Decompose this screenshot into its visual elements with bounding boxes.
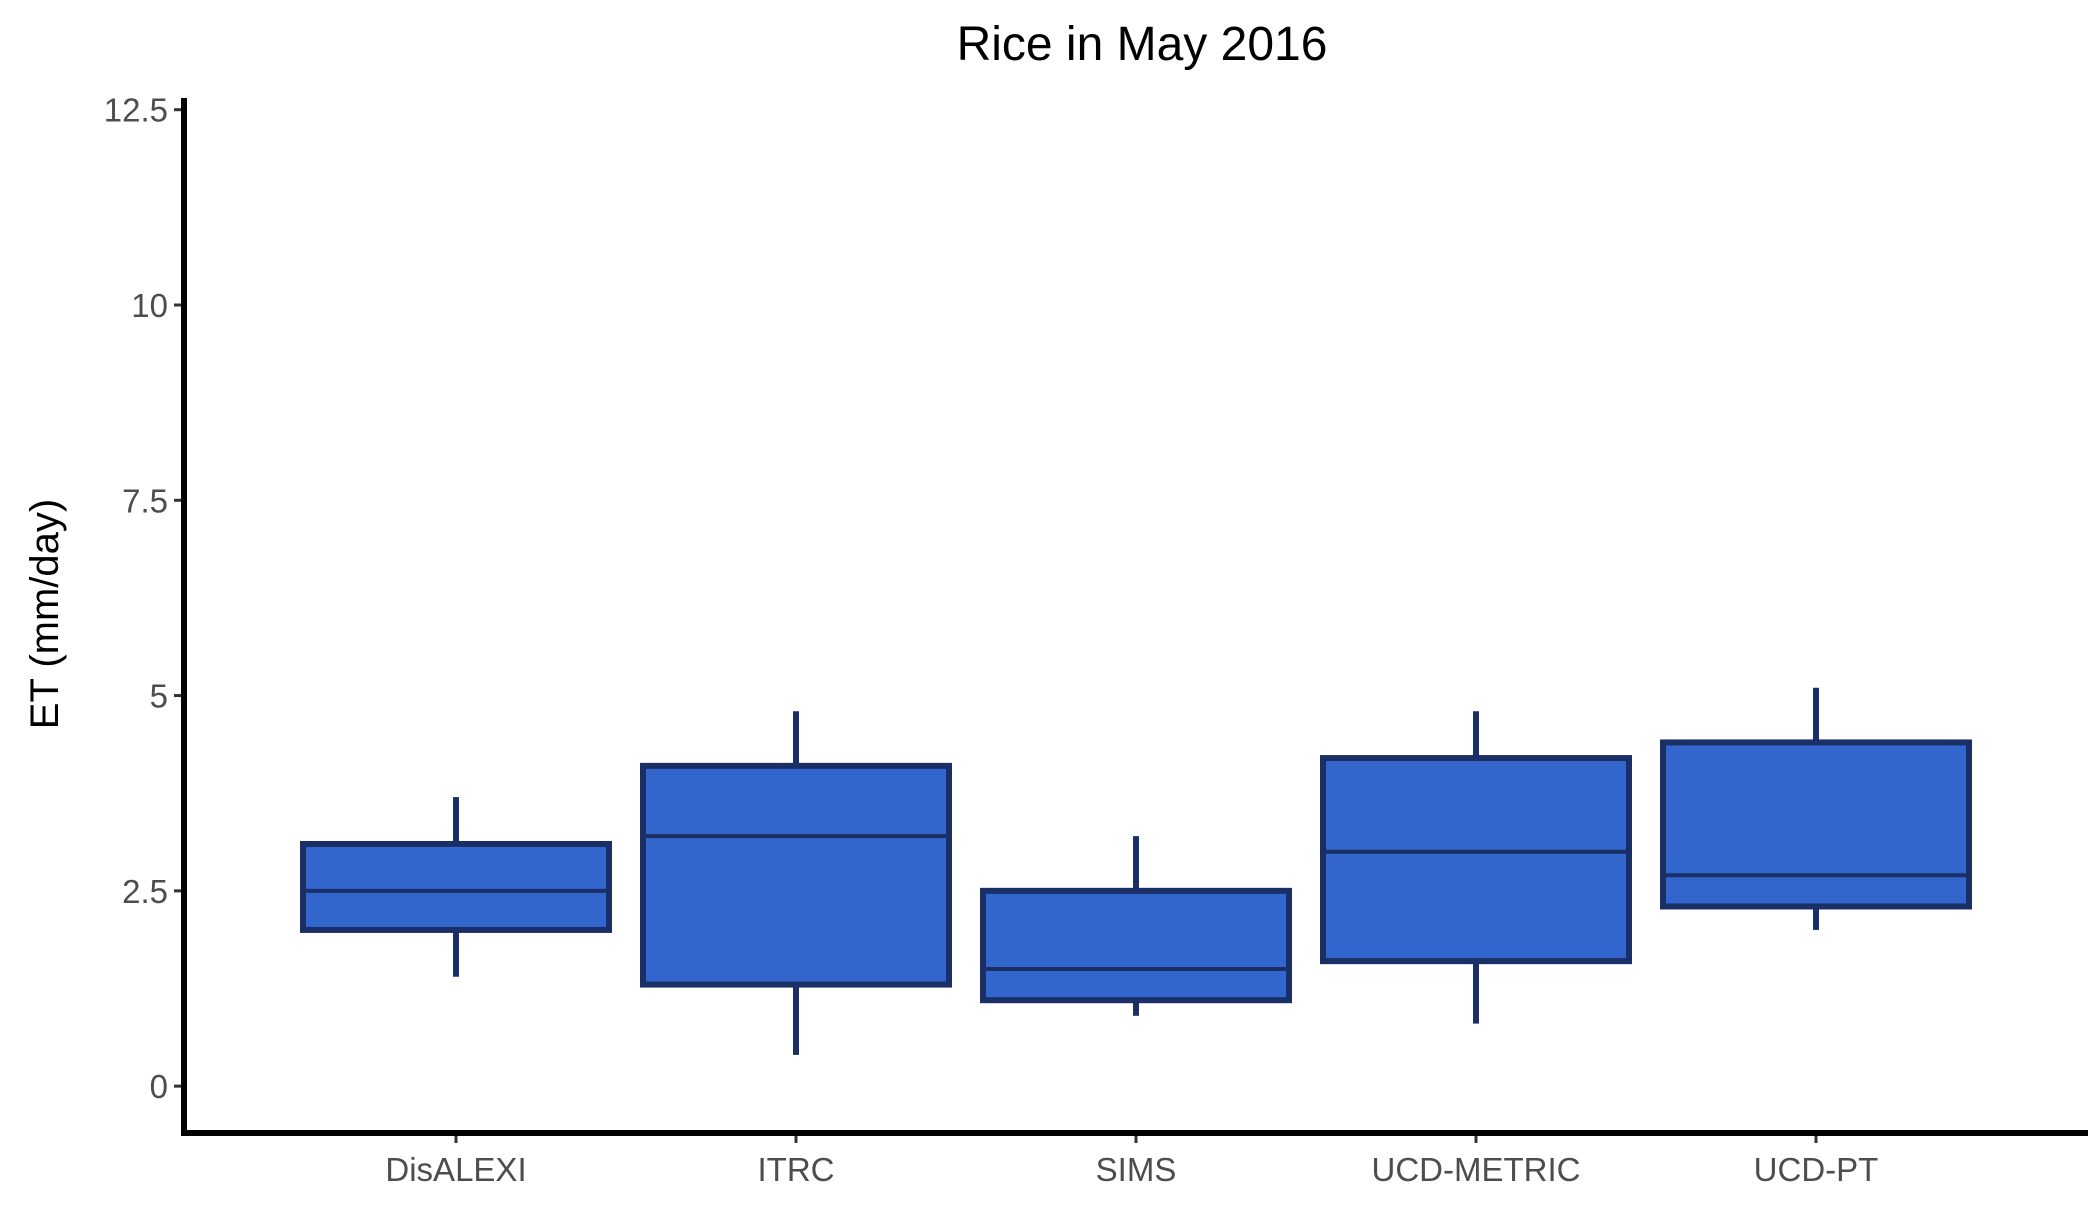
box-disalexi: [300, 797, 612, 977]
box-series: [300, 687, 1972, 1055]
box-body: [300, 840, 612, 933]
x-tick-label: UCD-PT: [1754, 1151, 1879, 1188]
y-tick-label: 0: [150, 1068, 168, 1105]
y-axis-ticks: 0 2.5 5 7.5 10 12.5: [104, 92, 184, 1105]
chart-title: Rice in May 2016: [957, 18, 1328, 71]
box-ucd-pt: [1660, 687, 1972, 930]
x-axis-ticks: DisALEXI ITRC SIMS UCD-METRIC UCD-PT: [385, 1133, 1878, 1188]
y-tick-label: 12.5: [104, 92, 168, 129]
box-body: [980, 887, 1292, 1004]
y-tick-label: 2.5: [122, 873, 168, 910]
y-tick-label: 5: [150, 678, 168, 715]
x-tick-label: SIMS: [1096, 1151, 1177, 1188]
x-tick-label: DisALEXI: [385, 1151, 526, 1188]
x-tick-label: ITRC: [758, 1151, 835, 1188]
box-body: [1320, 755, 1632, 965]
box-body: [1660, 739, 1972, 910]
box-sims: [980, 836, 1292, 1016]
x-tick-label: UCD-METRIC: [1372, 1151, 1581, 1188]
box-ucd-metric: [1320, 711, 1632, 1024]
box-body: [640, 762, 952, 988]
box-itrc: [640, 711, 952, 1055]
y-axis-label: ET (mm/day): [23, 499, 67, 729]
y-tick-label: 10: [131, 287, 168, 324]
y-tick-label: 7.5: [122, 482, 168, 519]
